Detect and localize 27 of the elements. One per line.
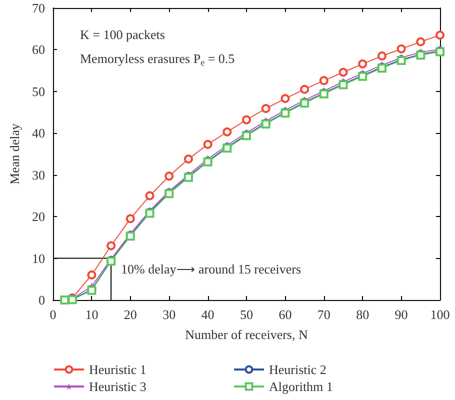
y-tick-label: 40 — [32, 126, 45, 141]
y-tick-label: 20 — [32, 209, 45, 224]
legend-label: Heuristic 3 — [89, 379, 146, 394]
x-tick-label: 0 — [50, 307, 56, 322]
legend-label: Heuristic 2 — [269, 362, 326, 377]
x-tick-label: 20 — [124, 307, 137, 322]
x-tick-label: 10 — [85, 307, 98, 322]
y-tick-label: 30 — [32, 167, 45, 182]
x-tick-label: 70 — [317, 307, 330, 322]
x-tick-label: 80 — [356, 307, 370, 322]
y-tick-label: 60 — [32, 42, 45, 58]
y-tick-label: 70 — [32, 0, 45, 16]
x-axis-title: Number of receivers, N — [185, 327, 308, 342]
annotation: 10% delay⟶ around 15 receivers — [121, 261, 302, 276]
x-tick-label: 100 — [430, 307, 450, 322]
x-tick-label: 60 — [278, 307, 292, 322]
y-tick-label: 10 — [32, 250, 45, 266]
legend-label: Algorithm 1 — [269, 379, 333, 394]
y-tick-label: 50 — [32, 84, 45, 99]
x-tick-label: 30 — [162, 307, 176, 322]
annotation: K = 100 packets — [80, 27, 165, 42]
x-tick-label: 40 — [201, 307, 214, 322]
x-tick-label: 50 — [240, 307, 253, 322]
x-tick-label: 90 — [394, 307, 408, 322]
y-axis-title: Mean delay — [7, 123, 22, 185]
legend-label: Heuristic 1 — [89, 362, 146, 377]
y-tick-label: 0 — [38, 292, 45, 308]
